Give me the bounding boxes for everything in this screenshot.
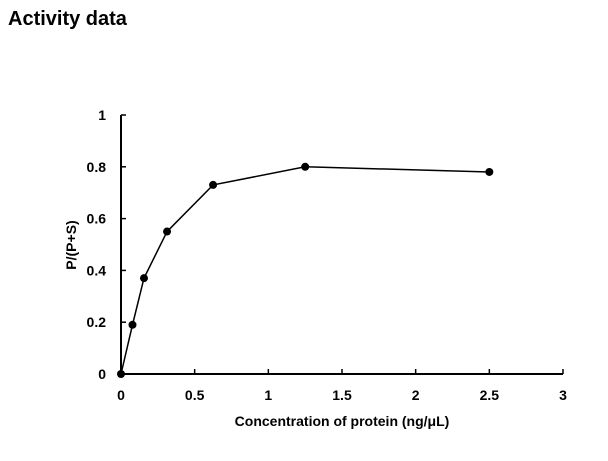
data-point: [117, 370, 125, 378]
data-point: [128, 320, 137, 329]
data-point: [139, 274, 148, 283]
x-tick-label: 2: [412, 387, 420, 403]
y-tick-label: 0.8: [87, 159, 107, 175]
y-tick-label: 0: [98, 366, 106, 382]
x-axis-label: Concentration of protein (ng/μL): [235, 413, 450, 429]
x-tick-label: 3: [559, 387, 567, 403]
data-point: [209, 180, 218, 189]
x-tick-label: 0.5: [185, 387, 205, 403]
x-tick-label: 2.5: [480, 387, 500, 403]
y-axis-label: P/(P+S): [63, 220, 79, 269]
x-tick-label: 1.5: [332, 387, 352, 403]
data-point: [163, 227, 172, 236]
data-point: [485, 167, 494, 176]
y-tick-label: 1: [98, 107, 106, 123]
x-tick-label: 1: [264, 387, 272, 403]
data-point: [301, 162, 310, 171]
series-line: [120, 166, 490, 375]
page-title: Activity data: [8, 8, 127, 30]
y-tick-label: 0.4: [87, 262, 107, 278]
y-tick-label: 0.2: [87, 314, 107, 330]
y-tick-label: 0.6: [87, 211, 107, 227]
x-tick-label: 0: [117, 387, 125, 403]
